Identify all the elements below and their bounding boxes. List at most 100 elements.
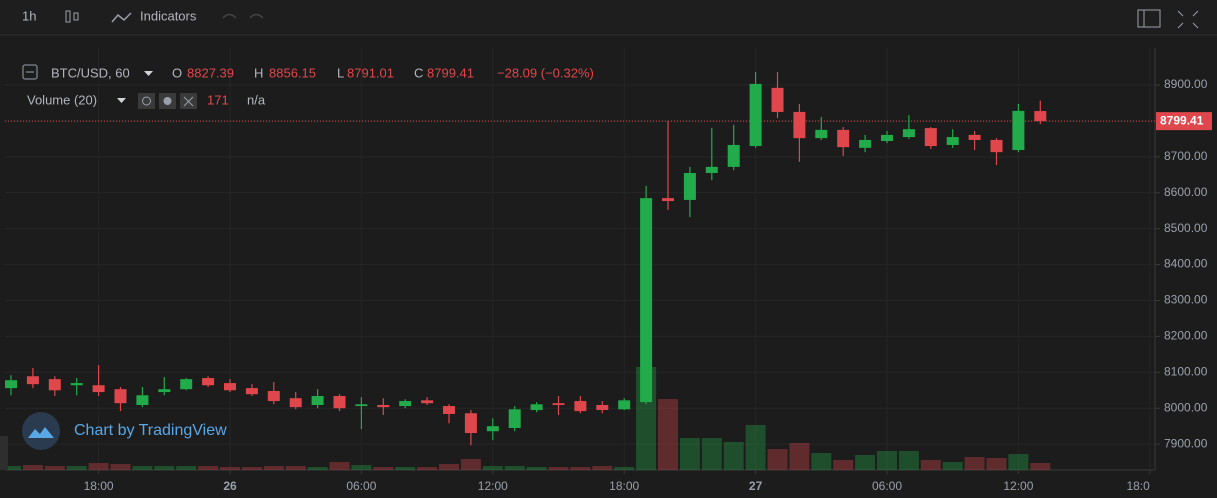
candle-body xyxy=(793,111,806,139)
indicators-button[interactable]: Indicators xyxy=(140,8,197,23)
ohlc-label: H xyxy=(254,65,263,80)
candle-body xyxy=(1034,111,1047,122)
volume-bar xyxy=(658,399,678,470)
x-tick-label: 26 xyxy=(223,479,237,493)
axis-labels: 7900.00 8000.00 8100.00 8200.00 8300.00 8400.… xyxy=(84,77,1212,493)
symbol-dropdown[interactable] xyxy=(144,71,153,76)
candle-body xyxy=(859,139,872,148)
candles xyxy=(5,72,1047,446)
volume-bar xyxy=(88,462,109,470)
candle-body xyxy=(662,198,674,201)
y-tick-label: 8700.00 xyxy=(1164,149,1208,163)
volume-bar xyxy=(1030,462,1051,470)
volume-bars xyxy=(1,367,1051,470)
interval-button[interactable]: 1h xyxy=(22,8,36,23)
candle-body xyxy=(48,379,61,391)
candle-body xyxy=(749,83,762,147)
volume-bar xyxy=(855,454,876,470)
candles-icon[interactable] xyxy=(65,10,79,23)
x-tick-label: 12:00 xyxy=(478,479,508,493)
candle-body xyxy=(837,129,850,148)
last-price-box xyxy=(1156,112,1212,131)
volume-dropdown[interactable] xyxy=(117,98,126,103)
volume-bar xyxy=(570,467,591,470)
candle-body xyxy=(202,378,215,386)
volume-value: 171 xyxy=(207,92,229,107)
candle-body xyxy=(486,426,499,432)
candle-body xyxy=(311,396,324,405)
candle-body xyxy=(1012,110,1025,150)
candle-body xyxy=(618,400,631,410)
y-tick-label: 8500.00 xyxy=(1164,221,1208,235)
candle-body xyxy=(443,406,455,414)
volume-bar xyxy=(679,437,700,470)
candle-body xyxy=(333,396,346,409)
candle-body xyxy=(114,389,127,404)
volume-bar xyxy=(789,442,810,470)
volume-bar xyxy=(1008,454,1029,470)
candle-body xyxy=(355,404,368,407)
volume-bar xyxy=(920,459,941,470)
volume-bar xyxy=(66,465,87,470)
candle-body xyxy=(968,134,981,140)
candle-body xyxy=(596,404,609,411)
volume-bar xyxy=(395,467,416,470)
volume-bar xyxy=(110,464,131,470)
x-tick-label: 18:0 xyxy=(1126,479,1150,493)
side-tab[interactable] xyxy=(0,436,8,470)
y-tick-label: 8000.00 xyxy=(1164,400,1208,414)
candle-body xyxy=(640,198,653,403)
x-tick-label: 18:00 xyxy=(609,479,639,493)
candle-body xyxy=(399,401,412,407)
volume-bar xyxy=(351,464,372,470)
volume-bar xyxy=(964,457,985,470)
indicators-icon[interactable] xyxy=(111,12,132,23)
ohlc-label: L xyxy=(337,65,344,80)
candle-body xyxy=(530,404,543,411)
volume-bar xyxy=(439,464,459,470)
candle-body xyxy=(727,144,740,167)
candle-body xyxy=(574,401,587,412)
watermark-logo xyxy=(22,412,60,450)
y-tick-label: 7900.00 xyxy=(1164,436,1208,450)
volume-legend[interactable]: Volume (20) xyxy=(27,92,97,107)
volume-bar xyxy=(329,462,350,470)
layout-icon[interactable] xyxy=(1137,9,1161,28)
candle-body xyxy=(946,137,959,145)
candle-body xyxy=(26,376,39,385)
candle-body xyxy=(924,128,937,147)
collapse-button[interactable] xyxy=(22,64,38,80)
volume-bar xyxy=(417,467,438,470)
volume-bar xyxy=(745,424,766,470)
volume-bar xyxy=(877,450,897,470)
volume-bar xyxy=(833,459,854,470)
y-tick-label: 8300.00 xyxy=(1164,293,1208,307)
fullscreen-icon[interactable] xyxy=(1177,10,1199,29)
change: −28.09 (−0.32%) xyxy=(497,65,594,80)
candle-body xyxy=(267,390,280,402)
ohlc-value: 8827.39 xyxy=(187,65,234,80)
candle-body xyxy=(5,380,17,389)
volume-bar xyxy=(373,467,394,470)
x-tick-label: 12:00 xyxy=(1003,479,1033,493)
x-tick-label: 27 xyxy=(749,479,763,493)
candle-body xyxy=(421,400,434,404)
ohlc-value: 8791.01 xyxy=(347,65,394,80)
undo-redo[interactable] xyxy=(222,13,264,19)
volume-na: n/a xyxy=(247,92,266,107)
volume-bar xyxy=(701,437,722,470)
symbol[interactable]: BTC/USD, 60 xyxy=(51,65,130,80)
volume-bar xyxy=(307,467,328,470)
watermark: Chart by TradingView xyxy=(74,422,227,439)
candle-body xyxy=(881,134,893,142)
volume-bar xyxy=(1,465,21,470)
candle-body xyxy=(771,87,784,112)
volume-bar xyxy=(942,462,963,470)
volume-bar xyxy=(241,467,262,470)
volume-bar xyxy=(811,452,832,470)
volume-bar xyxy=(723,442,744,470)
volume-bar xyxy=(154,465,175,470)
volume-bar xyxy=(285,465,306,470)
y-tick-label: 8400.00 xyxy=(1164,257,1208,271)
